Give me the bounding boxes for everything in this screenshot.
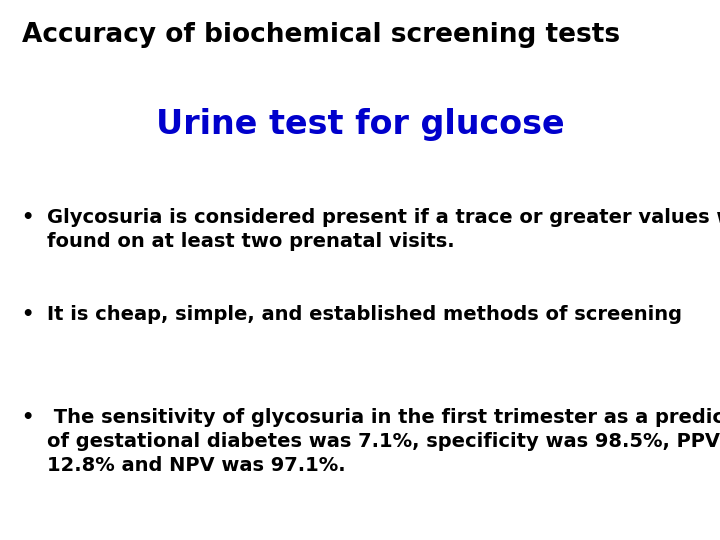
Text: •: •: [22, 408, 34, 427]
Text: Urine test for glucose: Urine test for glucose: [156, 108, 564, 141]
Text: It is cheap, simple, and established methods of screening: It is cheap, simple, and established met…: [47, 305, 682, 324]
Text: •: •: [22, 305, 34, 324]
Text: •: •: [22, 208, 34, 227]
Text: Accuracy of biochemical screening tests: Accuracy of biochemical screening tests: [22, 22, 620, 48]
Text: Glycosuria is considered present if a trace or greater values were
found on at l: Glycosuria is considered present if a tr…: [47, 208, 720, 251]
Text: The sensitivity of glycosuria in the first trimester as a predictor
of gestation: The sensitivity of glycosuria in the fir…: [47, 408, 720, 475]
